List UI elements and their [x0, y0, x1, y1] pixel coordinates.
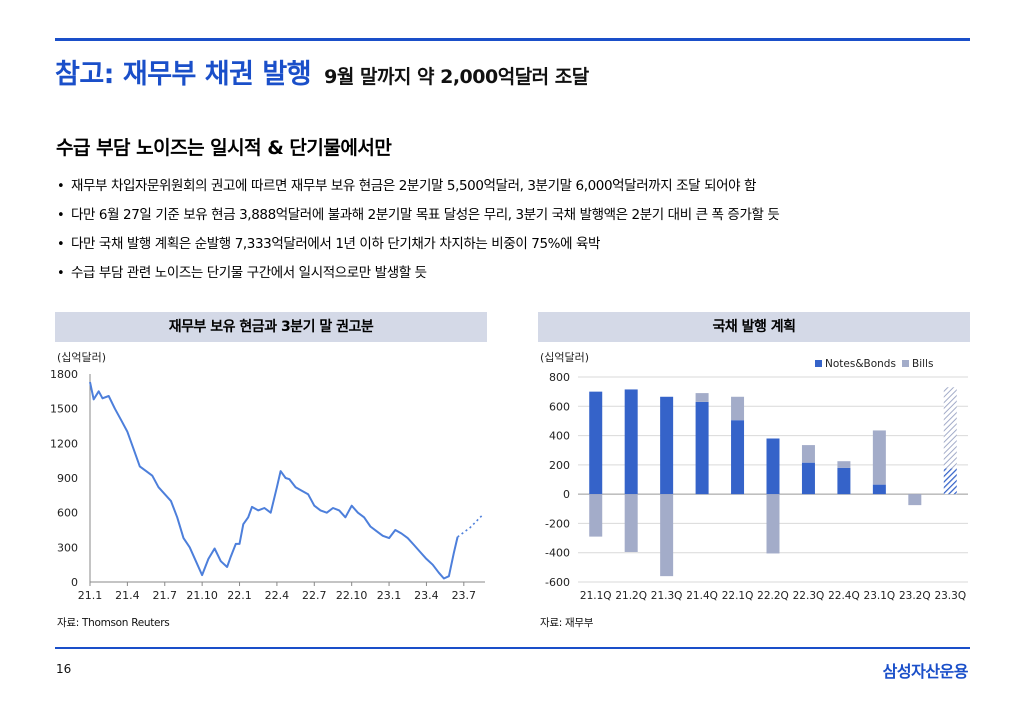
- x-tick-label: 23.1Q: [864, 590, 896, 602]
- bar-notes-bonds: [731, 420, 745, 495]
- y-tick-label: 600: [549, 400, 570, 413]
- bar-bills-negative: [660, 494, 674, 577]
- section-heading: 수급 부담 노이즈는 일시적 & 단기물에서만: [56, 137, 392, 159]
- bar-bills: [943, 387, 957, 469]
- bar-notes-bonds: [766, 438, 780, 495]
- legend-swatch-notes-bonds: [815, 360, 822, 367]
- y-tick-label: 900: [57, 472, 78, 485]
- issuance-bar-chart: -600 -400 -200 0 200 400 600 800 21.1Q 21.2Q 21.3Q…: [545, 358, 968, 602]
- x-tick-label: 23.7: [452, 589, 477, 602]
- y-tick-label: -600: [545, 576, 570, 589]
- bullet-text: 재무부 차입자문위원회의 권고에 따르면 재무부 보유 현금은 2분기말 5,5…: [71, 178, 757, 194]
- left-chart-unit: (십억달러): [57, 351, 107, 364]
- bar-notes-bonds: [589, 391, 603, 495]
- x-tick-label: 21.4: [115, 589, 140, 602]
- cash-balance-line: [89, 381, 459, 580]
- bar-notes-bonds: [695, 401, 709, 495]
- brand-logo-text: 삼성자산운용: [882, 662, 969, 681]
- bar-notes-bonds: [837, 467, 851, 495]
- legend-swatch-bills: [902, 360, 909, 367]
- title-row: 참고: 재무부 채권 발행 9월 말까지 약 2,000억달러 조달: [55, 52, 589, 91]
- right-chart-source: 자료: 재무부: [540, 617, 594, 629]
- y-tick-label: 300: [57, 541, 78, 554]
- x-tick-label: 23.2Q: [899, 590, 931, 602]
- legend-label-bills: Bills: [912, 358, 933, 370]
- x-tick-label: 21.4Q: [686, 590, 718, 602]
- y-tick-label: 0: [563, 488, 570, 501]
- right-chart-unit: (십억달러): [540, 351, 590, 364]
- bullet-item: • 다만 국채 발행 계획은 순발행 7,333억달러에서 1년 이하 단기채가 …: [57, 234, 779, 263]
- x-tick-label: 22.3Q: [793, 590, 825, 602]
- bar-notes-bonds: [801, 462, 815, 495]
- top-rule: [55, 38, 970, 41]
- x-tick-label: 21.1Q: [580, 590, 612, 602]
- bullet-dot: •: [57, 237, 65, 252]
- x-tick-label: 21.2Q: [615, 590, 647, 602]
- bottom-rule: [55, 647, 970, 649]
- y-tick-label: -400: [545, 547, 570, 560]
- right-chart-header: 국채 발행 계획: [538, 312, 970, 342]
- treasury-cash-line-chart: 0 300 600 900 1200 1500 1800 21.1 21.4 21.7 21.10 2…: [50, 368, 485, 602]
- x-tick-label: 22.4Q: [828, 590, 860, 602]
- y-tick-label: 800: [549, 371, 570, 384]
- page-title: 참고: 재무부 채권 발행: [55, 59, 312, 90]
- x-tick-label: 21.7: [153, 589, 178, 602]
- x-tick-label: 21.1: [78, 589, 103, 602]
- legend-label-notes-bonds: Notes&Bonds: [825, 358, 896, 370]
- y-tick-label: 600: [57, 507, 78, 520]
- bar-notes-bonds: [660, 396, 674, 495]
- bar-bills-negative: [589, 494, 603, 537]
- bar-bills: [872, 430, 886, 485]
- y-tick-label: 0: [71, 576, 78, 589]
- x-tick-label: 22.1Q: [722, 590, 754, 602]
- bullet-dot: •: [57, 266, 65, 281]
- y-tick-label: 1200: [50, 437, 78, 450]
- x-tick-label: 23.1: [377, 589, 402, 602]
- bar-bills-negative: [766, 494, 780, 554]
- x-tick-label: 22.10: [336, 589, 368, 602]
- left-chart-header: 재무부 보유 현금과 3분기 말 권고분: [55, 312, 487, 342]
- y-tick-label: 1500: [50, 403, 78, 416]
- x-tick-label: 22.7: [302, 589, 327, 602]
- bar-bills-negative: [908, 494, 922, 506]
- bullet-text: 다만 국채 발행 계획은 순발행 7,333억달러에서 1년 이하 단기채가 차…: [71, 236, 601, 252]
- x-tick-label: 23.4: [414, 589, 439, 602]
- x-tick-label: 21.10: [186, 589, 218, 602]
- bullet-item: • 재무부 차입자문위원회의 권고에 따르면 재무부 보유 현금은 2분기말 5,…: [57, 176, 779, 205]
- x-tick-label: 23.3Q: [934, 590, 966, 602]
- bar-notes-bonds: [943, 468, 957, 495]
- y-tick-label: 1800: [50, 368, 78, 381]
- left-chart-source: 자료: Thomson Reuters: [57, 617, 170, 629]
- bar-notes-bonds: [872, 484, 886, 495]
- bar-bills: [731, 396, 745, 421]
- page-subtitle: 9월 말까지 약 2,000억달러 조달: [324, 66, 589, 88]
- y-tick-label: 400: [549, 430, 570, 443]
- bar-bills-negative: [624, 494, 638, 552]
- bullet-item: • 수급 부담 관련 노이즈는 단기물 구간에서 일시적으로만 발생할 듯: [57, 263, 779, 292]
- y-tick-label: 200: [549, 459, 570, 472]
- bar-bills: [801, 445, 815, 463]
- y-tick-label: -200: [545, 517, 570, 530]
- x-tick-label: 22.2Q: [757, 590, 789, 602]
- bar-notes-bonds: [624, 389, 638, 495]
- bullet-dot: •: [57, 208, 65, 223]
- bullet-dot: •: [57, 179, 65, 194]
- bullet-text: 수급 부담 관련 노이즈는 단기물 구간에서 일시적으로만 발생할 듯: [71, 265, 427, 281]
- x-tick-label: 21.3Q: [651, 590, 683, 602]
- page-number: 16: [56, 662, 72, 676]
- bar-bills: [695, 393, 709, 402]
- bullet-list: • 재무부 차입자문위원회의 권고에 따르면 재무부 보유 현금은 2분기말 5,…: [57, 176, 780, 292]
- bullet-text: 다만 6월 27일 기준 보유 현금 3,888억달러에 불과해 2분기말 목표…: [71, 207, 780, 223]
- bullet-item: • 다만 6월 27일 기준 보유 현금 3,888억달러에 불과해 2분기말 목…: [57, 205, 780, 234]
- projection-line: [457, 514, 484, 538]
- x-tick-label: 22.1: [227, 589, 252, 602]
- x-tick-label: 22.4: [265, 589, 290, 602]
- bar-bills: [837, 461, 851, 468]
